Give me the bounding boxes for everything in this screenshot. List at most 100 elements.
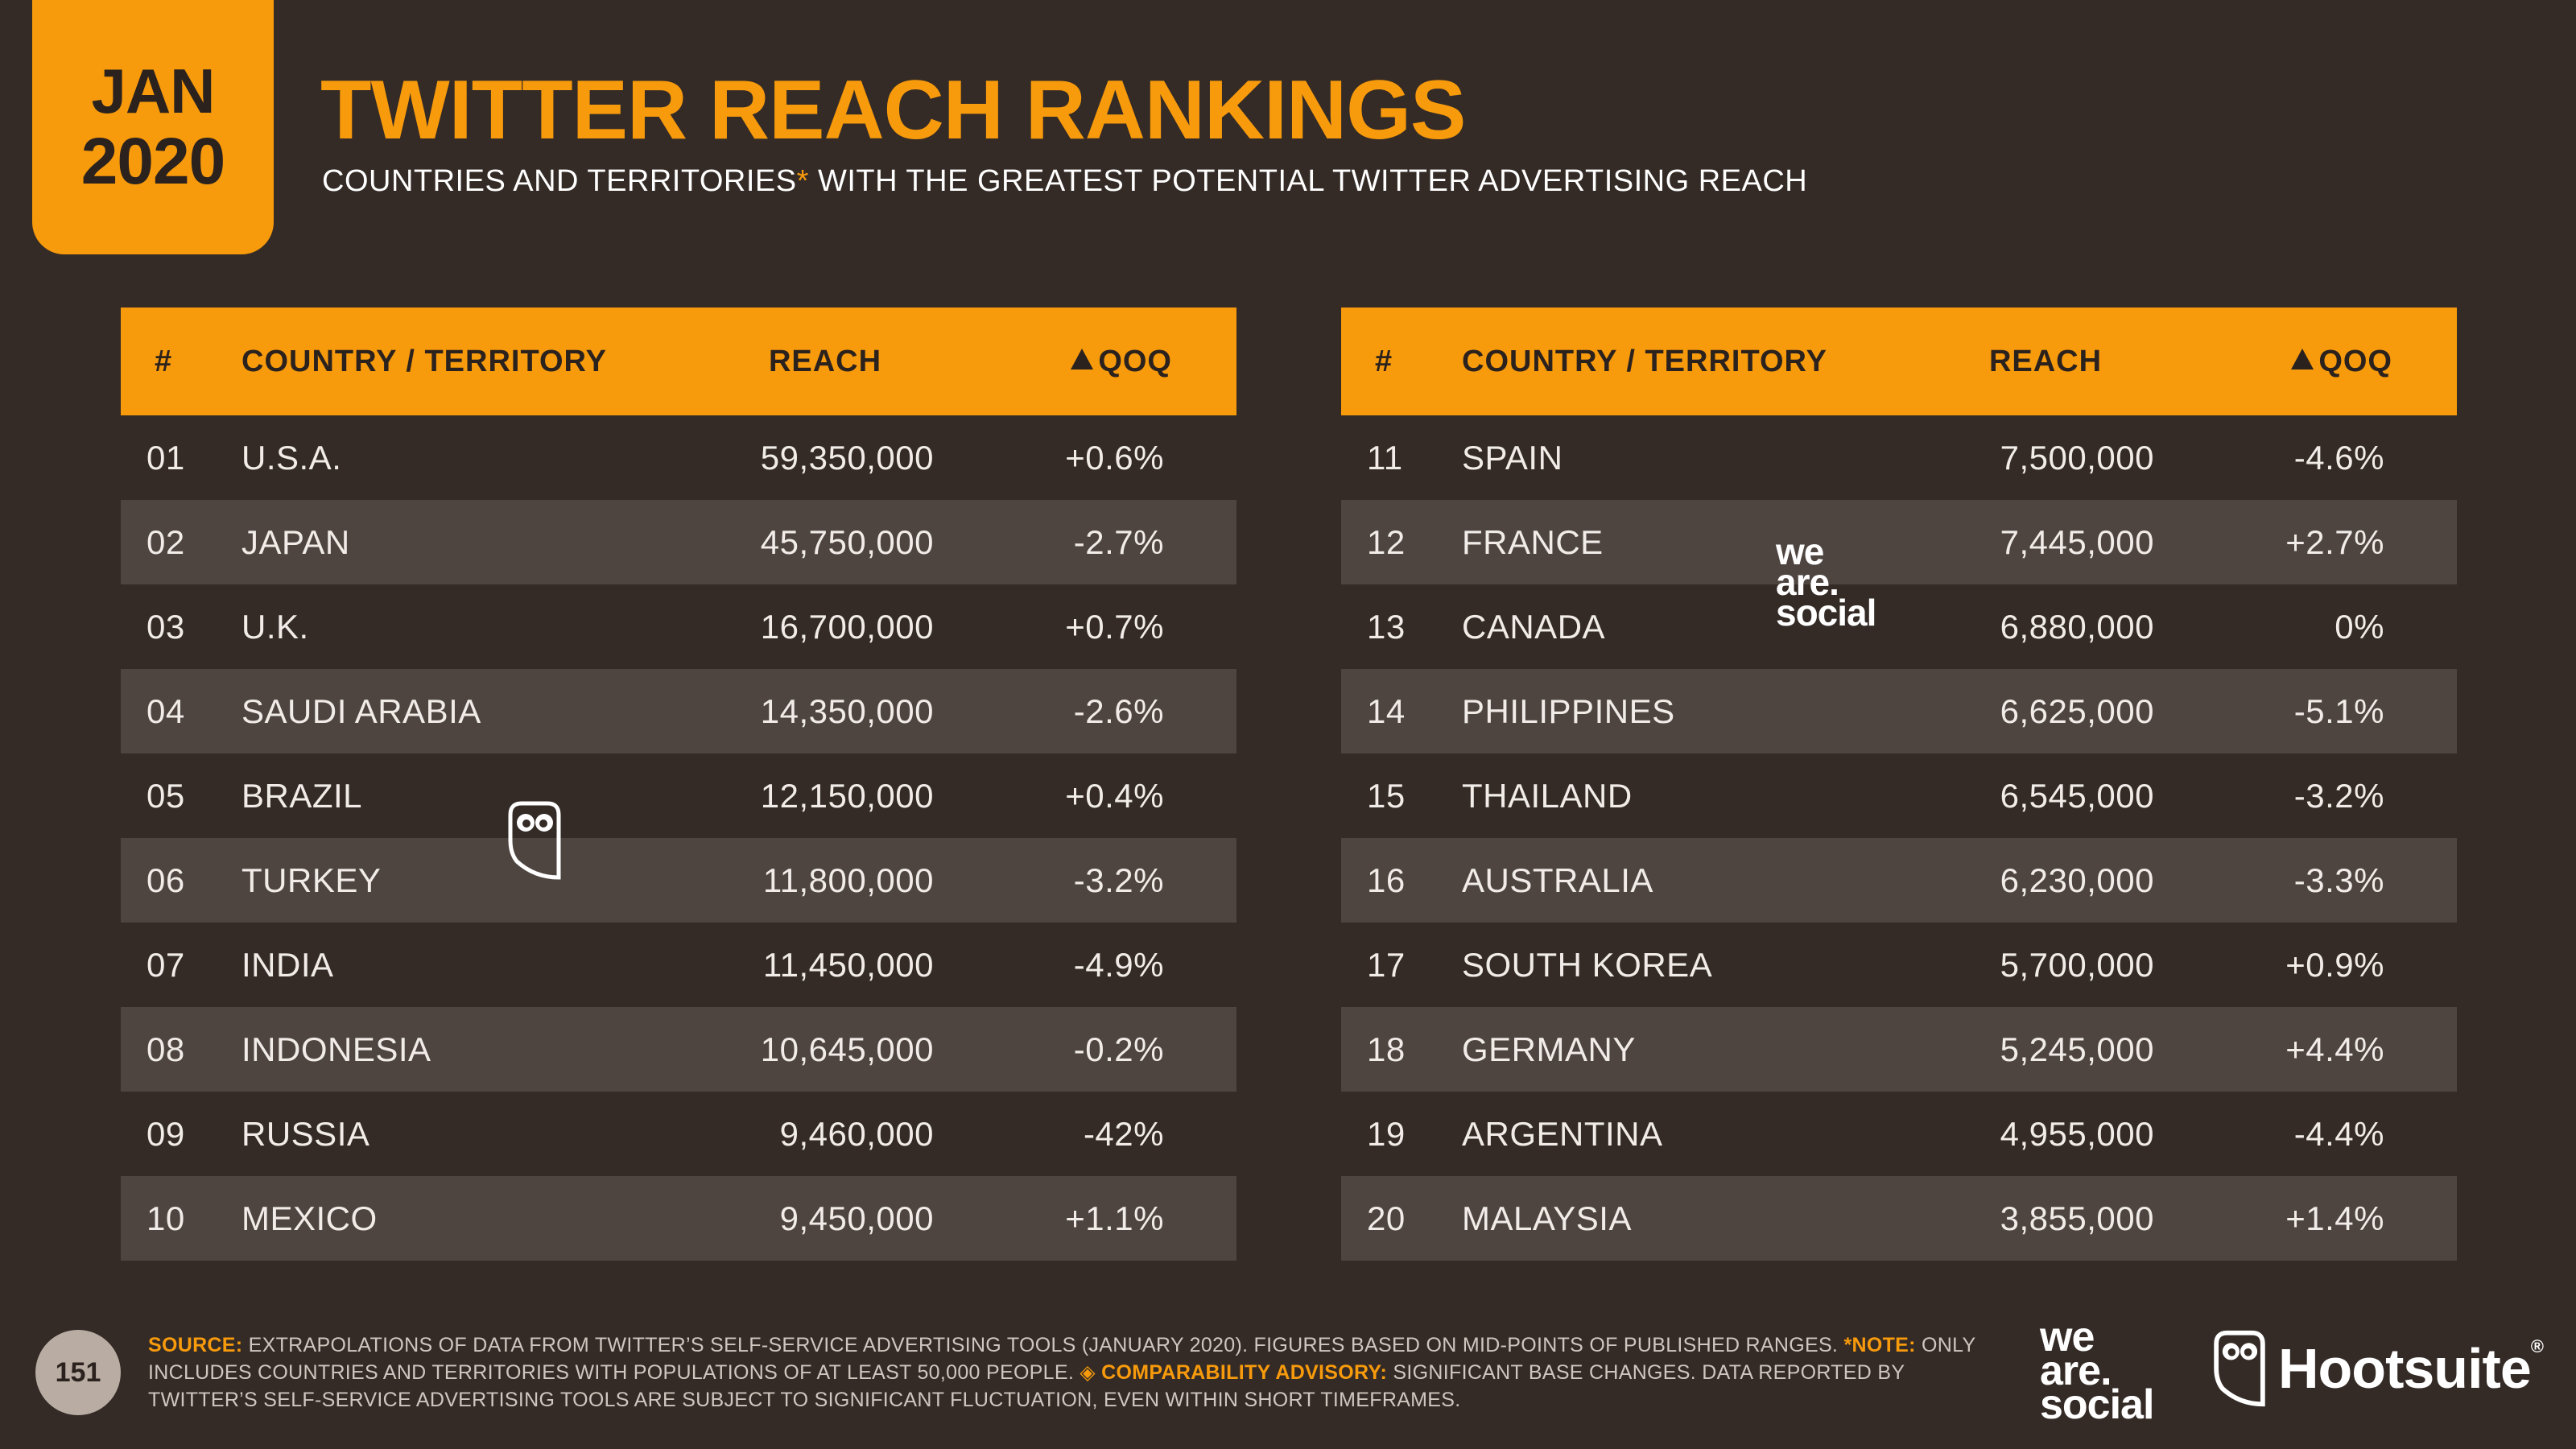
table-row: 17 SOUTH KOREA 5,700,000 +0.9%: [1341, 923, 2457, 1007]
reach-cell: 6,230,000: [2000, 861, 2154, 899]
header-country: COUNTRY / TERRITORY: [1462, 344, 1827, 378]
subtitle-star: *: [796, 164, 809, 198]
badge-year: 2020: [80, 125, 225, 198]
reach-cell: 5,700,000: [2000, 945, 2154, 984]
table-header: # COUNTRY / TERRITORY REACH QOQ: [121, 308, 1236, 415]
subtitle-main: COUNTRIES AND TERRITORIES: [322, 164, 797, 198]
qoq-cell: -4.4%: [2293, 1114, 2384, 1153]
source-text: EXTRAPOLATIONS OF DATA FROM TWITTER’S SE…: [242, 1334, 1844, 1356]
country-cell: ARGENTINA: [1462, 1114, 1663, 1153]
country-cell: TURKEY: [242, 861, 382, 899]
reach-cell: 45,750,000: [760, 522, 934, 561]
table-row: 10 MEXICO 9,450,000 +1.1%: [121, 1176, 1236, 1261]
rank-cell: 15: [1367, 776, 1406, 815]
ws-mark-line: we: [1776, 530, 1824, 572]
qoq-cell: -0.2%: [1073, 1030, 1164, 1068]
header-qoq-label: QOQ: [1098, 344, 1172, 378]
reach-cell: 6,880,000: [2000, 607, 2154, 646]
note-text: ONLY INCLUDES COUNTRIES AND TERRITORIES …: [148, 1334, 1975, 1384]
ws-logo-line: social: [2040, 1381, 2154, 1428]
qoq-cell: -3.2%: [1073, 861, 1164, 899]
header-rank: #: [155, 344, 173, 378]
reach-cell: 9,450,000: [779, 1199, 934, 1237]
table-row: 08 INDONESIA 10,645,000 -0.2%: [121, 1007, 1236, 1092]
country-cell: INDIA: [242, 945, 334, 984]
advisory-text: SIGNIFICANT BASE CHANGES. DATA REPORTED …: [148, 1361, 1905, 1411]
country-cell: BRAZIL: [242, 776, 363, 815]
page-number: 151: [35, 1330, 121, 1415]
header-reach: REACH: [768, 344, 882, 378]
country-cell: RUSSIA: [242, 1114, 370, 1153]
reach-cell: 9,460,000: [779, 1114, 934, 1153]
table-row: 13 CANADA 6,880,000 0%: [1341, 584, 2457, 669]
reach-cell: 14,350,000: [760, 691, 934, 730]
table-row: 12 FRANCE 7,445,000 +2.7%: [1341, 500, 2457, 584]
header-country: COUNTRY / TERRITORY: [242, 344, 607, 378]
qoq-cell: -2.7%: [1073, 522, 1164, 561]
table-row: 06 TURKEY 11,800,000 -3.2%: [121, 838, 1236, 923]
reach-cell: 3,855,000: [2000, 1199, 2154, 1237]
reach-cell: 7,445,000: [2000, 522, 2154, 561]
up-triangle-icon: [2291, 348, 2314, 369]
rank-cell: 14: [1367, 691, 1406, 730]
page-subtitle: COUNTRIES AND TERRITORIES* WITH THE GREA…: [322, 164, 1807, 199]
header-qoq-label: QOQ: [2318, 344, 2392, 378]
up-triangle-icon: [1071, 348, 1094, 369]
qoq-cell: +4.4%: [2285, 1030, 2384, 1068]
table-row: 05 BRAZIL 12,150,000 +0.4%: [121, 753, 1236, 838]
header-rank: #: [1375, 344, 1393, 378]
country-cell: SOUTH KOREA: [1462, 945, 1713, 984]
rank-cell: 03: [147, 607, 185, 646]
badge-month: JAN: [91, 56, 215, 126]
ws-mark-line: are.: [1776, 561, 1839, 603]
country-cell: GERMANY: [1462, 1030, 1636, 1068]
qoq-cell: 0%: [2334, 607, 2384, 646]
footer-notes: SOURCE: EXTRAPOLATIONS OF DATA FROM TWIT…: [148, 1331, 2000, 1414]
we-are-social-watermark: we are. social: [1776, 530, 1913, 634]
table-row: 14 PHILIPPINES 6,625,000 -5.1%: [1341, 669, 2457, 753]
table-row: 11 SPAIN 7,500,000 -4.6%: [1341, 415, 2457, 500]
ranking-table-right: # COUNTRY / TERRITORY REACH QOQ 11 SPAIN 7…: [1341, 308, 2457, 1261]
country-cell: AUSTRALIA: [1462, 861, 1653, 899]
table-row: 18 GERMANY 5,245,000 +4.4%: [1341, 1007, 2457, 1092]
rank-cell: 16: [1367, 861, 1406, 899]
ws-mark-line: social: [1776, 592, 1876, 634]
we-are-social-logo: we are. social: [2040, 1314, 2177, 1428]
country-cell: MEXICO: [242, 1199, 378, 1237]
table-row: 09 RUSSIA 9,460,000 -42%: [121, 1092, 1236, 1176]
country-cell: FRANCE: [1462, 522, 1604, 561]
ranking-table-left: # COUNTRY / TERRITORY REACH QOQ 01 U.S.A.…: [121, 308, 1236, 1261]
qoq-cell: +1.1%: [1065, 1199, 1164, 1237]
qoq-cell: -2.6%: [1073, 691, 1164, 730]
header-reach: REACH: [1988, 344, 2103, 378]
rank-cell: 08: [147, 1030, 185, 1068]
qoq-cell: -42%: [1083, 1114, 1164, 1153]
rank-cell: 02: [147, 522, 185, 561]
qoq-cell: -3.2%: [2293, 776, 2384, 815]
note-label: *NOTE:: [1843, 1334, 1916, 1356]
hootsuite-name: Hootsuite: [2278, 1337, 2532, 1400]
country-cell: U.S.A.: [242, 438, 342, 477]
qoq-cell: +2.7%: [2285, 522, 2384, 561]
rank-cell: 10: [147, 1199, 185, 1237]
table-row: 04 SAUDI ARABIA 14,350,000 -2.6%: [121, 669, 1236, 753]
reach-cell: 6,625,000: [2000, 691, 2154, 730]
country-cell: MALAYSIA: [1462, 1199, 1632, 1237]
hootsuite-wordmark: Hootsuite®: [2278, 1336, 2544, 1401]
rank-cell: 01: [147, 438, 185, 477]
rank-cell: 20: [1367, 1199, 1406, 1237]
qoq-cell: -4.6%: [2293, 438, 2384, 477]
table-row: 19 ARGENTINA 4,955,000 -4.4%: [1341, 1092, 2457, 1176]
qoq-cell: +0.4%: [1065, 776, 1164, 815]
country-cell: INDONESIA: [242, 1030, 431, 1068]
table-body: 01 U.S.A. 59,350,000 +0.6% 02 JAPAN 45,750,000…: [121, 415, 1236, 1261]
country-cell: JAPAN: [242, 522, 350, 561]
country-cell: U.K.: [242, 607, 309, 646]
qoq-cell: +0.9%: [2285, 945, 2384, 984]
qoq-cell: +1.4%: [2285, 1199, 2384, 1237]
table-header: # COUNTRY / TERRITORY REACH QOQ: [1341, 308, 2457, 415]
table-row: 20 MALAYSIA 3,855,000 +1.4%: [1341, 1176, 2457, 1261]
table-row: 01 U.S.A. 59,350,000 +0.6%: [121, 415, 1236, 500]
ws-logo-line: we: [2040, 1314, 2095, 1360]
qoq-cell: -4.9%: [1073, 945, 1164, 984]
